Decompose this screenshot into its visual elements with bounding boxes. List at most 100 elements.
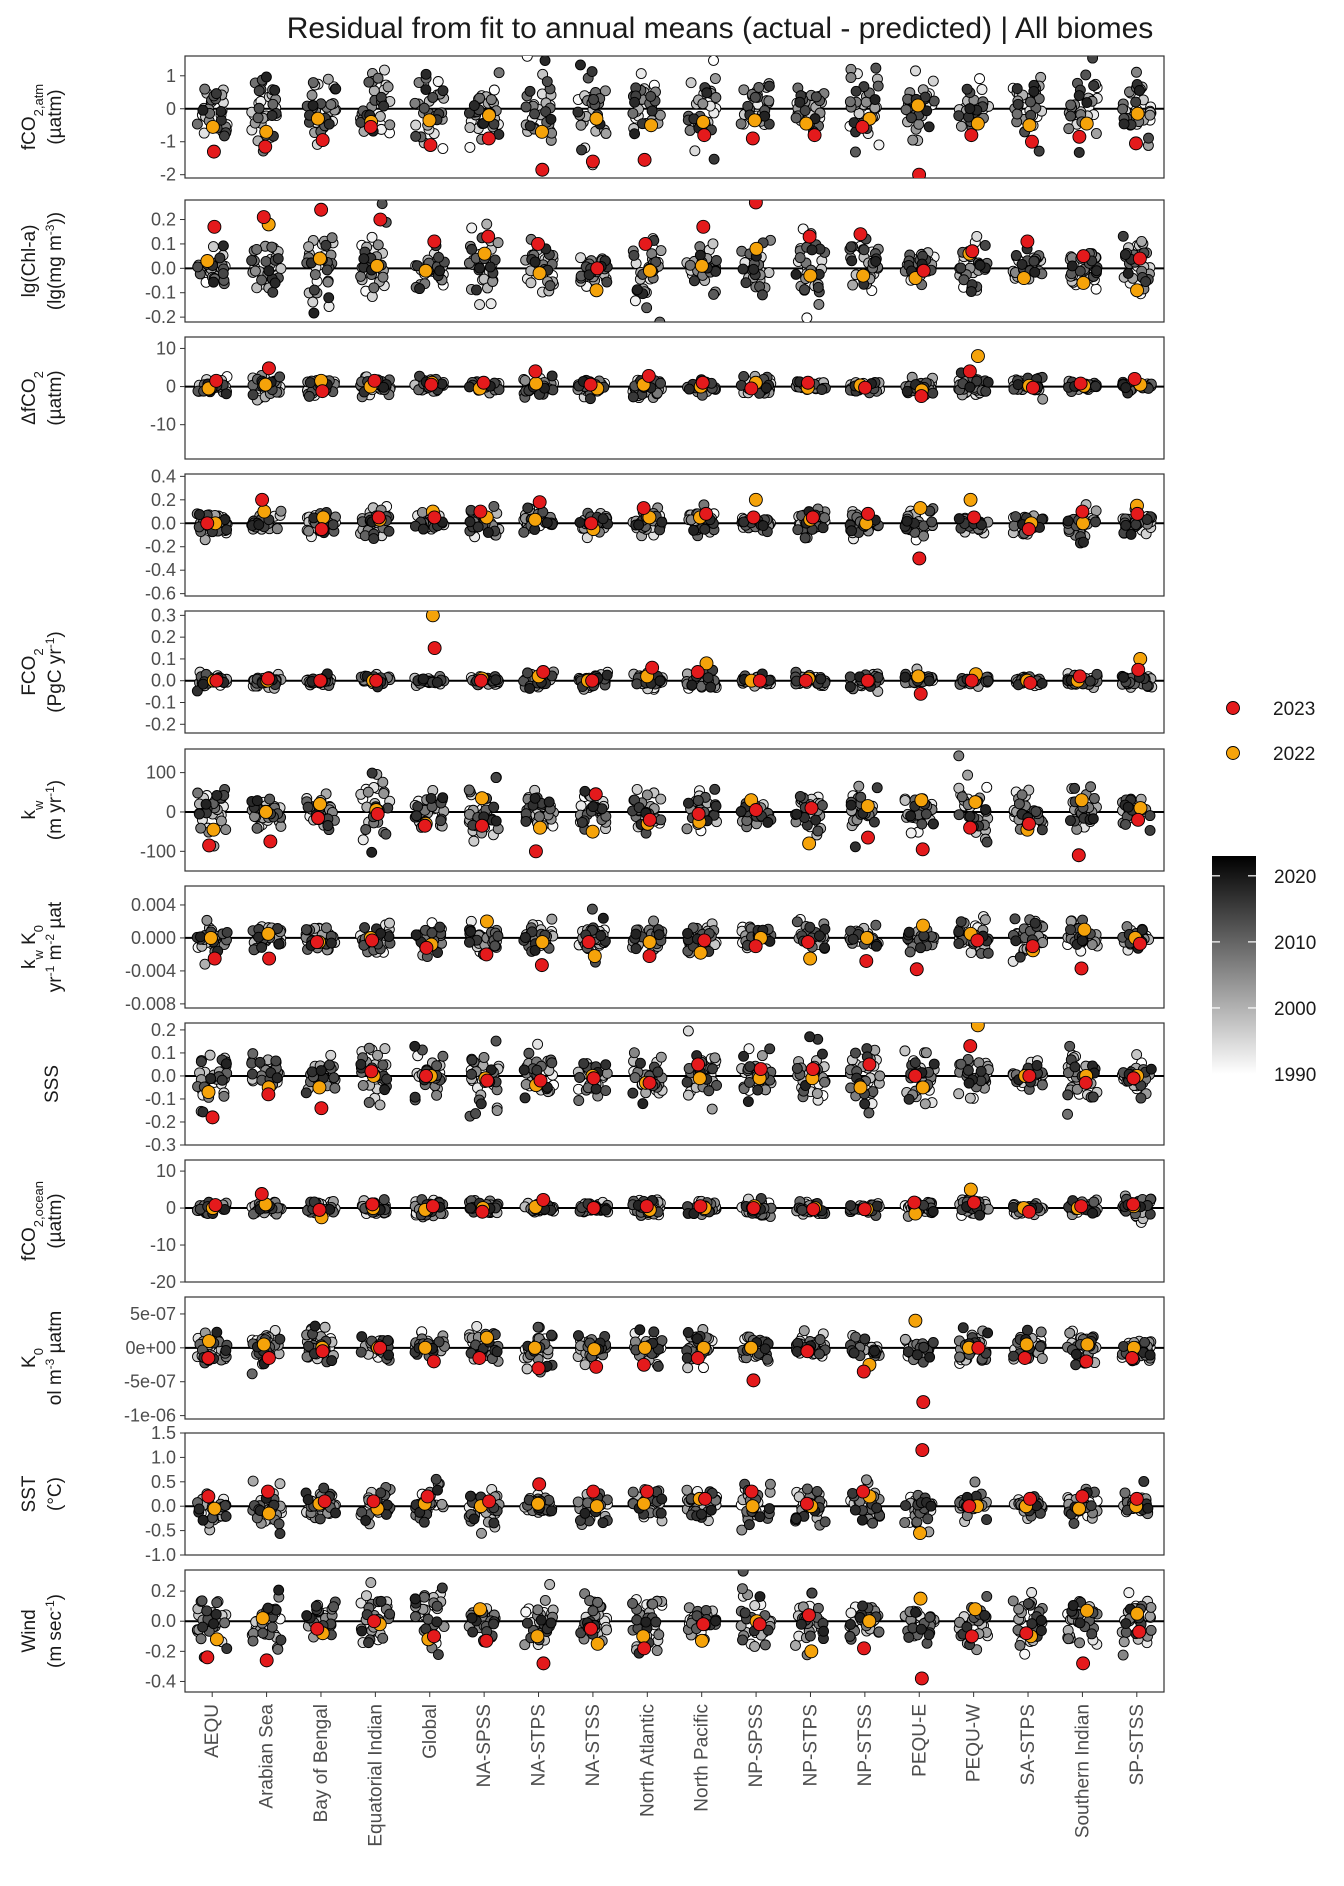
point-year-2011 xyxy=(308,78,318,88)
point-2023 xyxy=(805,802,818,815)
point-year-1993 xyxy=(636,69,646,79)
point-2023 xyxy=(582,936,595,949)
point-2023 xyxy=(799,674,812,687)
y-tick-label: 0 xyxy=(166,99,176,119)
point-year-2006 xyxy=(276,506,286,516)
point-year-2020 xyxy=(591,1084,601,1094)
point-year-1997 xyxy=(208,242,218,252)
point-year-2004 xyxy=(710,74,720,84)
point-year-2021 xyxy=(1123,268,1133,278)
point-year-2021 xyxy=(906,811,916,821)
point-year-1992 xyxy=(467,223,477,233)
point-year-2009 xyxy=(200,84,210,94)
point-2023 xyxy=(1079,1076,1092,1089)
point-2023 xyxy=(365,1065,378,1078)
panel-flux_density: 0.40.20.0-0.2-0.4-0.6 xyxy=(145,466,1164,603)
point-year-2019 xyxy=(631,944,641,954)
point-year-2021 xyxy=(1030,267,1040,277)
point-year-2010 xyxy=(369,283,379,293)
point-year-2020 xyxy=(924,676,934,686)
point-year-2015 xyxy=(1143,133,1153,143)
point-year-1992 xyxy=(906,828,916,838)
point-year-2021 xyxy=(1013,380,1023,390)
y-tick-label: -0.1 xyxy=(145,283,176,303)
point-2023 xyxy=(910,963,923,976)
point-year-2017 xyxy=(222,927,232,937)
point-year-2020 xyxy=(326,938,336,948)
point-year-2015 xyxy=(750,92,760,102)
point-year-2019 xyxy=(597,804,607,814)
point-year-2020 xyxy=(356,1059,366,1069)
point-2023 xyxy=(1132,813,1145,826)
point-year-2021 xyxy=(530,793,540,803)
point-year-2017 xyxy=(981,386,991,396)
point-year-2018 xyxy=(689,276,699,286)
y-tick-label: 0 xyxy=(166,802,176,822)
point-year-2021 xyxy=(758,521,768,531)
point-2022 xyxy=(695,259,708,272)
point-year-2005 xyxy=(202,915,212,925)
point-year-2019 xyxy=(438,86,448,96)
point-2023 xyxy=(963,365,976,378)
point-2023 xyxy=(371,807,384,820)
point-year-2018 xyxy=(367,768,377,778)
point-2023 xyxy=(639,237,652,250)
y-axis-label: FCO2 xyxy=(19,648,46,695)
point-year-2019 xyxy=(520,1093,530,1103)
point-2022 xyxy=(311,112,324,125)
point-year-2017 xyxy=(846,242,856,252)
point-year-2013 xyxy=(850,147,860,157)
point-year-2015 xyxy=(850,1048,860,1058)
point-2023 xyxy=(207,145,220,158)
point-year-1990 xyxy=(438,144,448,154)
point-2023 xyxy=(262,1088,275,1101)
point-year-2017 xyxy=(741,278,751,288)
point-2023 xyxy=(862,507,875,520)
point-2022 xyxy=(590,284,603,297)
point-2022 xyxy=(969,796,982,809)
point-year-2014 xyxy=(871,63,881,73)
point-year-2020 xyxy=(814,931,824,941)
point-year-2008 xyxy=(1064,124,1074,134)
point-year-2020 xyxy=(1120,250,1130,260)
point-2022 xyxy=(693,1072,706,1085)
point-year-2019 xyxy=(700,524,710,534)
point-year-2017 xyxy=(1091,517,1101,527)
point-year-2018 xyxy=(382,1074,392,1084)
point-year-2012 xyxy=(489,501,499,511)
point-year-2013 xyxy=(265,794,275,804)
point-year-2021 xyxy=(475,263,485,273)
point-year-2018 xyxy=(805,922,815,932)
point-year-2014 xyxy=(377,199,387,209)
point-year-2021 xyxy=(965,104,975,114)
point-year-2020 xyxy=(847,256,857,266)
point-2022 xyxy=(857,269,870,282)
point-year-1995 xyxy=(475,300,485,310)
point-2022 xyxy=(536,936,549,949)
point-year-2006 xyxy=(221,825,231,835)
point-year-2016 xyxy=(800,533,810,543)
point-year-1998 xyxy=(683,1090,693,1100)
point-year-2016 xyxy=(530,109,540,119)
point-year-2020 xyxy=(540,56,550,66)
point-year-2021 xyxy=(1077,936,1087,946)
point-year-2013 xyxy=(656,815,666,825)
point-year-2021 xyxy=(308,101,318,111)
point-year-2018 xyxy=(954,938,964,948)
point-year-2010 xyxy=(1017,790,1027,800)
point-year-2003 xyxy=(980,915,990,925)
point-2023 xyxy=(1022,817,1035,830)
y-axis-label: (m yr-1) xyxy=(43,780,66,840)
point-year-2012 xyxy=(1066,100,1076,110)
point-year-2003 xyxy=(276,821,286,831)
point-2023 xyxy=(475,819,488,832)
point-year-2021 xyxy=(981,805,991,815)
point-year-1992 xyxy=(433,77,443,87)
point-year-2017 xyxy=(1145,825,1155,835)
point-2023 xyxy=(370,674,383,687)
point-year-2017 xyxy=(954,111,964,121)
point-year-2018 xyxy=(764,81,774,91)
y-axis-label: kw K0 xyxy=(19,925,46,969)
point-year-2018 xyxy=(521,816,531,826)
point-2022 xyxy=(860,931,873,944)
